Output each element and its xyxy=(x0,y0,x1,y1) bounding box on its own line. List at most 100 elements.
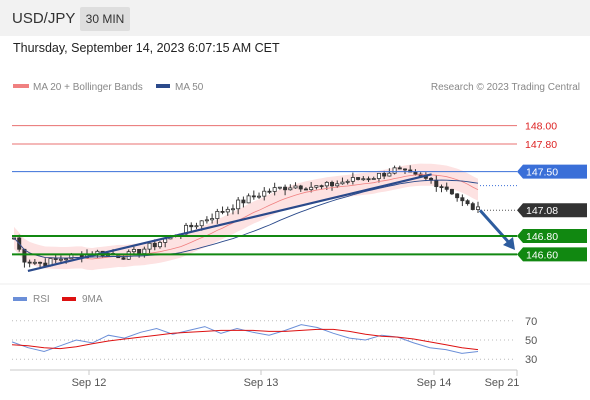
candle xyxy=(293,182,298,189)
candle-body xyxy=(204,219,209,222)
candle xyxy=(147,241,152,255)
candle xyxy=(330,180,335,191)
candle xyxy=(22,248,27,268)
candle-body xyxy=(210,218,215,221)
candle xyxy=(397,165,402,170)
candle xyxy=(356,177,361,181)
timeframe-button[interactable]: 30 MIN xyxy=(80,7,130,31)
candle xyxy=(27,259,32,268)
chart-timestamp: Thursday, September 14, 2023 6:07:15 AM … xyxy=(13,41,280,55)
candle xyxy=(204,216,209,224)
pivot-label: 147.50 xyxy=(526,167,558,179)
candle-body xyxy=(403,168,408,171)
candle-body xyxy=(189,224,194,228)
copyright-text: Research © 2023 Trading Central xyxy=(431,82,580,93)
candle-body xyxy=(64,258,69,261)
candle xyxy=(246,193,251,204)
candle-body xyxy=(376,172,381,179)
candle xyxy=(340,177,345,185)
x-tick-label: Sep 14 xyxy=(417,377,452,389)
candle-body xyxy=(131,248,136,253)
candle xyxy=(288,184,293,191)
candle-body xyxy=(157,242,162,248)
candle xyxy=(283,184,288,196)
candle-body xyxy=(475,206,480,210)
candle-body xyxy=(324,181,329,187)
support-tag xyxy=(517,229,587,243)
candle xyxy=(230,204,235,215)
candle-body xyxy=(444,186,449,190)
candle-body xyxy=(277,186,282,189)
candle xyxy=(371,176,376,180)
candle xyxy=(455,193,460,202)
candle-body xyxy=(470,203,475,210)
candle-body xyxy=(298,185,303,190)
candle xyxy=(189,222,194,232)
candle xyxy=(251,190,256,200)
candle-body xyxy=(335,183,340,187)
candle-body xyxy=(288,187,293,191)
candle-body xyxy=(345,180,350,183)
candle-body xyxy=(455,193,460,199)
candle xyxy=(194,222,199,230)
rsi-ma-line xyxy=(11,328,479,351)
forecast-arrowhead xyxy=(503,237,515,250)
candle xyxy=(449,188,454,196)
candle xyxy=(277,186,282,190)
candle-body xyxy=(382,172,387,177)
forecast-arrow xyxy=(478,209,514,248)
candle xyxy=(38,261,43,268)
candle-body xyxy=(272,187,277,192)
candle xyxy=(272,182,277,196)
candle xyxy=(361,176,366,181)
candle xyxy=(236,197,241,215)
candle xyxy=(309,181,314,193)
candle xyxy=(460,194,465,207)
candle-body xyxy=(38,261,43,264)
ma50-line xyxy=(13,179,479,259)
candle-body xyxy=(142,248,147,254)
candle-body xyxy=(194,225,199,228)
candle-body xyxy=(262,190,267,197)
candle-body xyxy=(230,208,235,211)
rsi-line xyxy=(11,324,479,354)
candle-body xyxy=(220,211,225,213)
rsi-tick-label: 30 xyxy=(525,354,537,366)
current-price-label: 147.08 xyxy=(526,205,558,217)
candle-body xyxy=(251,195,256,198)
ma20-legend-label: MA 20 + Bollinger Bands xyxy=(33,82,143,93)
candle-body xyxy=(366,178,371,181)
ma50-legend-label: MA 50 xyxy=(175,82,204,93)
candle-body xyxy=(246,195,251,204)
candle-body xyxy=(241,199,246,204)
candle xyxy=(465,199,470,206)
rsi-ma-legend-label: 9MA xyxy=(82,294,103,305)
x-tick-label: Sep 13 xyxy=(244,377,279,389)
candle-body xyxy=(236,199,241,210)
ma50-legend-swatch xyxy=(156,84,170,88)
candle xyxy=(475,201,480,213)
candle-body xyxy=(434,179,439,188)
candle-body xyxy=(397,167,402,170)
resistance-label: 147.80 xyxy=(525,139,557,151)
ma20-legend-swatch xyxy=(13,84,29,88)
candle xyxy=(220,206,225,215)
candle-body xyxy=(283,186,288,191)
candle-body xyxy=(215,211,220,219)
resistance-label: 148.00 xyxy=(525,121,557,133)
candle-body xyxy=(22,248,27,263)
candle-body xyxy=(32,261,37,264)
rsi-legend-label: RSI xyxy=(33,294,50,305)
candle xyxy=(262,187,267,201)
candle xyxy=(225,206,230,216)
candle xyxy=(32,259,37,266)
candle-body xyxy=(330,181,335,187)
x-tick-label: Sep 21 xyxy=(485,377,520,389)
rsi-plot: 70 50 30 xyxy=(11,316,537,366)
candle xyxy=(53,254,58,264)
support-tag xyxy=(517,247,587,262)
candle xyxy=(241,196,246,208)
symbol-title: USD/JPY xyxy=(12,10,76,27)
candle-body xyxy=(314,185,319,188)
ma20-line xyxy=(13,174,479,260)
